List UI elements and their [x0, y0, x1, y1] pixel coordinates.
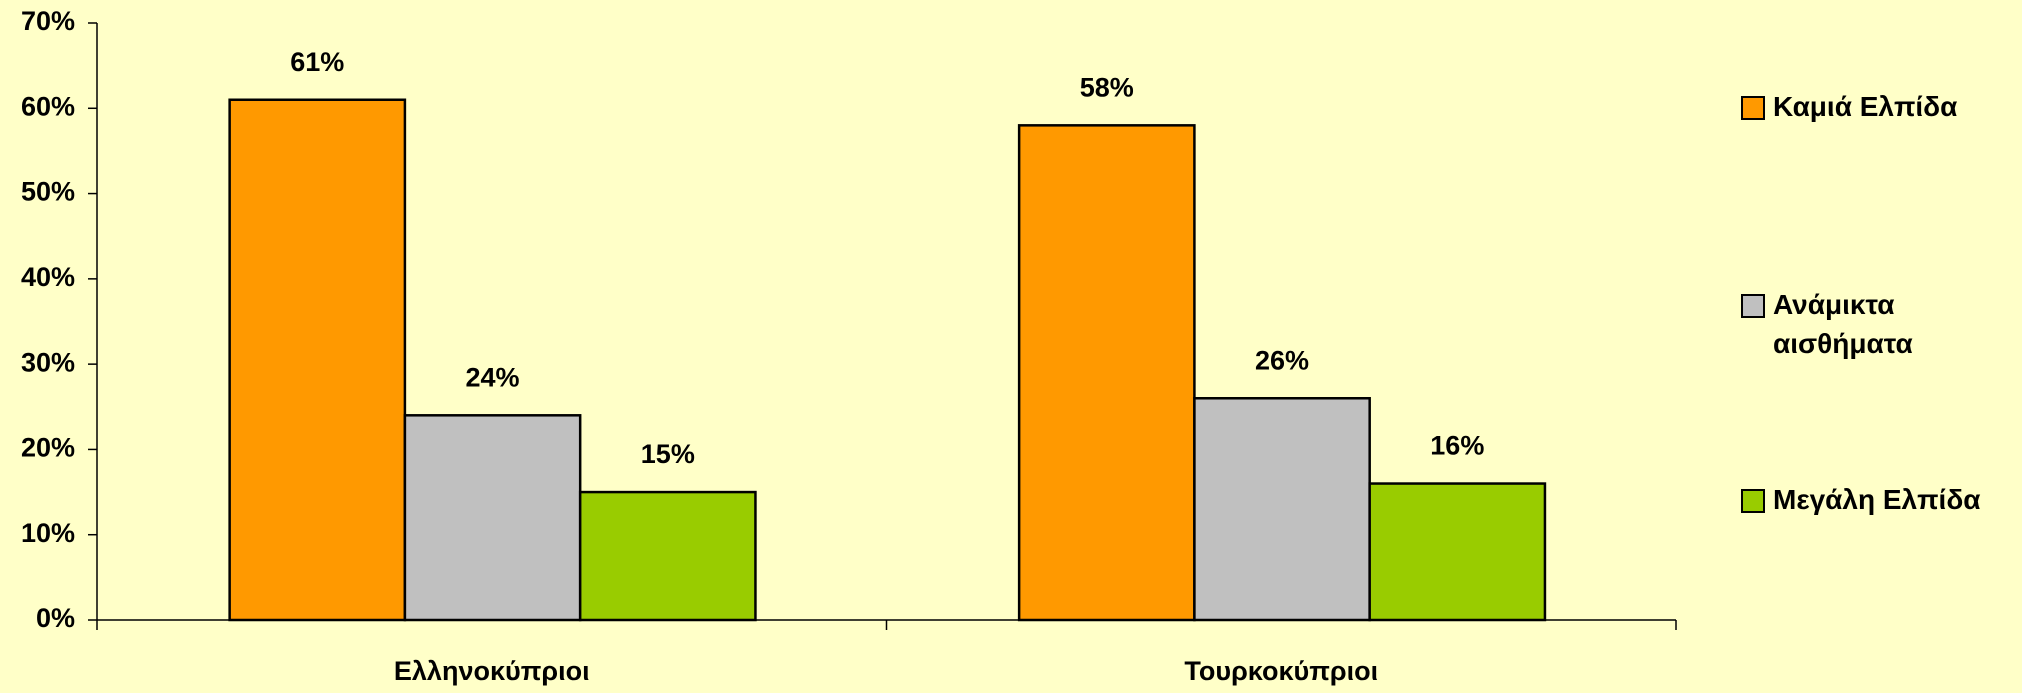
value-label: 58% [1080, 72, 1134, 102]
y-tick-label: 20% [21, 433, 75, 463]
bar [1193, 397, 1371, 622]
y-tick-label: 70% [21, 6, 75, 36]
legend-swatch [1741, 96, 1765, 120]
value-label: 16% [1430, 431, 1484, 461]
legend-swatch [1741, 294, 1765, 318]
legend-item: Καμιά Ελπίδα [1741, 87, 2001, 126]
bar [1017, 124, 1196, 622]
y-tick-label: 30% [21, 347, 75, 377]
legend-item: Μεγάλη Ελπίδα [1741, 480, 2001, 519]
legend-item: Ανάμικτα αισθήματα [1741, 285, 2001, 363]
legend-label: Μεγάλη Ελπίδα [1773, 484, 1981, 515]
value-label: 24% [466, 362, 520, 392]
bar [578, 490, 757, 622]
legend-label: Καμιά Ελπίδα [1773, 91, 1958, 122]
value-label: 15% [641, 439, 695, 469]
value-label: 61% [290, 47, 344, 77]
bar [403, 414, 582, 622]
y-tick-label: 60% [21, 91, 75, 121]
y-tick-label: 0% [36, 603, 75, 633]
value-label: 26% [1255, 345, 1309, 375]
bar [228, 98, 407, 622]
bar [1368, 482, 1547, 622]
legend-swatch [1741, 489, 1765, 513]
x-tick-label: Ελληνοκύπριοι [394, 656, 590, 686]
y-tick-label: 50% [21, 177, 75, 207]
x-tick-label: Τουρκοκύπριοι [1184, 656, 1378, 686]
legend-label: Ανάμικτα αισθήματα [1773, 289, 1913, 359]
y-tick-label: 10% [21, 518, 75, 548]
y-tick-label: 40% [21, 262, 75, 292]
